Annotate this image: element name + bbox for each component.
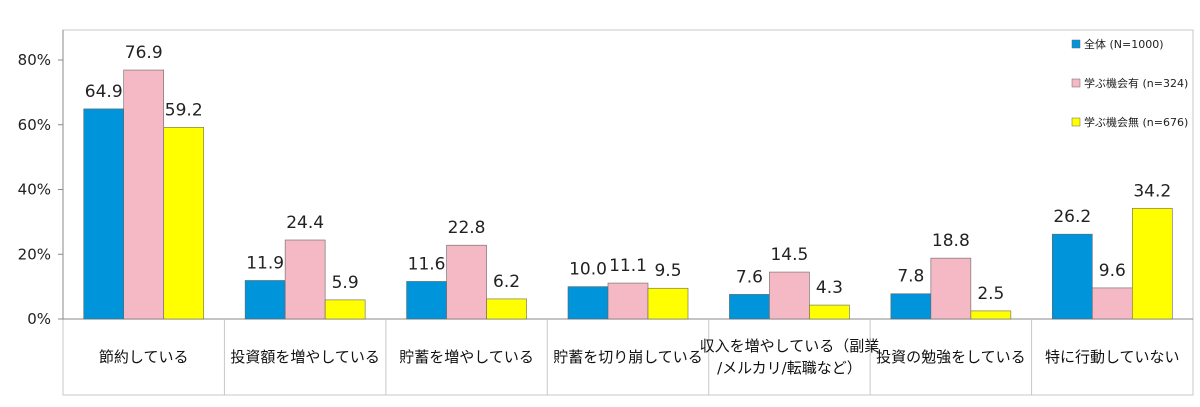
- bar: [890, 293, 932, 320]
- data-label: 10.0: [569, 260, 607, 280]
- bars: [83, 69, 1173, 320]
- bar: [769, 271, 810, 320]
- bar: [406, 281, 447, 320]
- legend-label: 全体 (N=1000): [1084, 37, 1164, 51]
- data-label: 64.9: [85, 82, 123, 102]
- data-label: 4.3: [816, 278, 843, 298]
- bar: [163, 127, 205, 320]
- category-label: 貯蓄を増やしている: [399, 348, 534, 366]
- data-label: 5.9: [332, 273, 359, 293]
- category-label: 投資の勉強をしている: [876, 348, 1026, 366]
- bar: [284, 239, 326, 320]
- y-tick-label: 80%: [18, 51, 51, 69]
- data-label: 7.8: [897, 267, 924, 287]
- category-label: 貯蓄を切り崩している: [553, 348, 703, 366]
- data-label: 24.4: [286, 213, 324, 233]
- data-label: 22.8: [448, 218, 486, 238]
- legend: 全体 (N=1000) 学ぶ機会有 (n=324) 学ぶ機会無 (n=676): [1071, 37, 1188, 129]
- data-label: 11.1: [609, 256, 647, 276]
- bar: [446, 244, 487, 320]
- data-label: 76.9: [125, 43, 163, 63]
- bar: [1051, 233, 1093, 320]
- bar: [486, 298, 527, 320]
- category-label: 節約している: [99, 348, 189, 366]
- bar: [930, 257, 972, 320]
- data-label: 59.2: [165, 100, 203, 120]
- bar: [123, 69, 165, 320]
- data-label: 9.5: [654, 261, 681, 281]
- bar: [1091, 287, 1133, 320]
- category-label: /メルカリ/転職など）: [717, 359, 862, 377]
- data-label: 7.6: [736, 267, 763, 287]
- y-tick-label: 0%: [27, 310, 51, 328]
- category-label: 特に行動していない: [1045, 348, 1180, 366]
- data-label: 11.9: [246, 253, 284, 273]
- category-axis: 節約している 投資額を増やしている 貯蓄を増やしている 貯蓄を切り崩している収入を増や…: [99, 319, 1180, 395]
- bar: [244, 280, 286, 320]
- data-label: 18.8: [932, 231, 970, 251]
- bar: [83, 108, 125, 320]
- plot-frame: [62, 29, 1194, 396]
- data-label: 6.2: [493, 272, 520, 292]
- data-labels: 64.976.9 59.2 11.924.4 5.9 11.622.8 6.2 10.0 11…: [85, 43, 1171, 304]
- bar: [567, 286, 609, 320]
- legend-label: 学ぶ機会無 (n=676): [1084, 115, 1188, 129]
- legend-swatch: [1071, 78, 1081, 88]
- bar: [647, 287, 689, 320]
- data-label: 14.5: [770, 245, 808, 265]
- bar: [324, 299, 366, 320]
- y-tick-label: 20%: [18, 245, 51, 263]
- bar: [970, 310, 1012, 320]
- legend-label: 学ぶ機会有 (n=324): [1084, 76, 1188, 90]
- data-label: 2.5: [977, 284, 1004, 304]
- y-tick-label: 40%: [18, 181, 51, 199]
- data-label: 34.2: [1133, 181, 1171, 201]
- legend-swatch: [1071, 39, 1081, 49]
- category-label: 収入を増やしている（副業: [700, 337, 880, 355]
- data-label: 26.2: [1053, 207, 1091, 227]
- bar: [729, 294, 770, 320]
- y-tick-label: 60%: [18, 116, 51, 134]
- bar: [809, 304, 850, 320]
- legend-swatch: [1071, 117, 1081, 127]
- bar: [1131, 207, 1173, 320]
- data-label: 11.6: [408, 254, 446, 274]
- bar: [607, 282, 649, 320]
- data-label: 9.6: [1099, 261, 1126, 281]
- category-label: 投資額を増やしている: [230, 348, 380, 366]
